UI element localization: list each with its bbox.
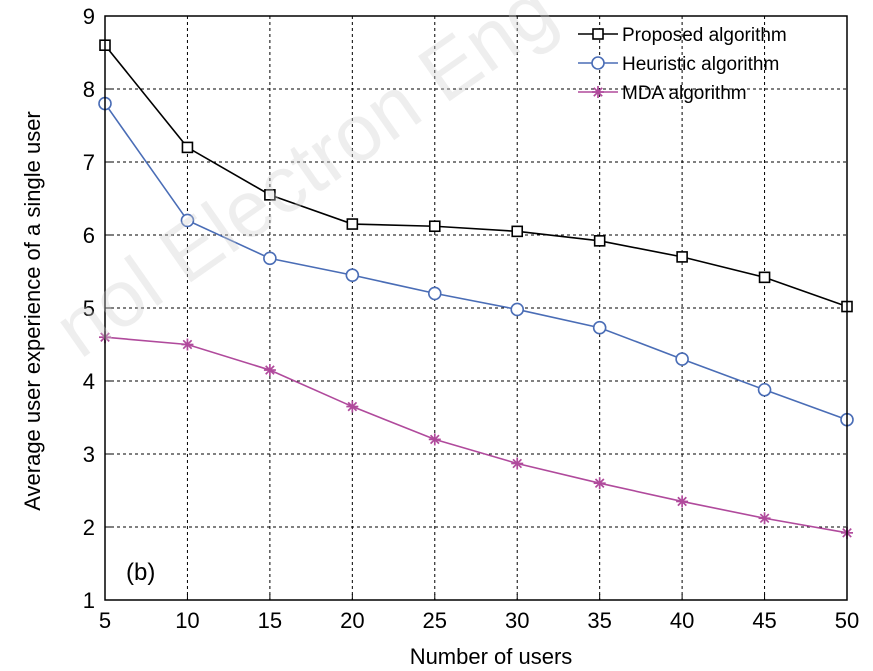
- y-tick-label: 9: [83, 4, 95, 29]
- series-3: [99, 331, 853, 539]
- data-point-square: [264, 189, 276, 201]
- x-tick-label: 5: [99, 608, 111, 633]
- data-point-square: [676, 251, 688, 263]
- x-tick-label: 45: [752, 608, 776, 633]
- legend-entry: Proposed algorithm: [578, 25, 787, 46]
- data-point-circle: [675, 352, 689, 366]
- x-tick-label: 10: [175, 608, 199, 633]
- y-tick-label: 4: [83, 369, 95, 394]
- legend-entry: MDA algorithm: [578, 83, 747, 104]
- data-point-square: [181, 141, 194, 154]
- x-tick-label: 40: [670, 608, 694, 633]
- data-point-square: [346, 218, 359, 230]
- data-point-star: [676, 495, 689, 508]
- x-tick-label: 30: [505, 608, 529, 633]
- series-line: [104, 44, 848, 308]
- data-point-square: [758, 271, 771, 284]
- data-point-square: [592, 28, 604, 40]
- x-axis-label: Number of users: [410, 644, 573, 669]
- data-point-star: [346, 400, 359, 413]
- x-tick-label: 25: [423, 608, 447, 633]
- data-point-circle: [263, 251, 277, 266]
- data-point-star: [593, 477, 606, 490]
- data-point-circle: [180, 213, 195, 228]
- series-line: [104, 103, 848, 421]
- data-point-square: [428, 220, 441, 233]
- panel-label: (b): [126, 559, 155, 586]
- watermark: nol Electron Eng: [39, 0, 571, 374]
- legend: Proposed algorithm Heuristic algorithm MDA…: [578, 25, 787, 104]
- y-axis-label: Average user experience of a single user: [20, 111, 45, 511]
- y-tick-label: 5: [83, 296, 95, 321]
- legend-entry: Heuristic algorithm: [578, 54, 779, 75]
- data-point-circle: [592, 320, 607, 335]
- legend-label: Proposed algorithm: [622, 25, 787, 46]
- data-point-star: [511, 457, 524, 470]
- data-point-circle: [510, 302, 525, 317]
- legend-label: MDA algorithm: [622, 83, 747, 104]
- series-layer: [98, 39, 854, 539]
- data-point-circle: [427, 286, 442, 301]
- x-tick-label: 15: [258, 608, 282, 633]
- y-tick-label: 8: [83, 77, 95, 102]
- x-tick-label: 50: [835, 608, 859, 633]
- x-tick-label: 20: [340, 608, 364, 633]
- data-point-star: [592, 86, 604, 98]
- data-point-star: [428, 433, 441, 446]
- x-tick-label: 35: [587, 608, 611, 633]
- y-tick-label: 7: [83, 150, 95, 175]
- series-1: [99, 39, 853, 313]
- data-point-circle: [345, 268, 360, 282]
- data-point-circle: [757, 382, 772, 397]
- y-tick-label: 6: [83, 223, 95, 248]
- data-point-star: [181, 338, 194, 351]
- data-point-square: [593, 235, 606, 247]
- series-line: [104, 336, 848, 534]
- legend-label: Heuristic algorithm: [622, 54, 779, 75]
- y-tick-label: 2: [83, 515, 95, 540]
- data-point-star: [758, 512, 771, 525]
- data-point-circle: [591, 56, 605, 70]
- y-tick-label: 3: [83, 442, 95, 467]
- series-2: [98, 96, 854, 427]
- data-point-star: [263, 364, 276, 377]
- y-tick-label: 1: [83, 588, 95, 613]
- data-point-square: [511, 225, 524, 238]
